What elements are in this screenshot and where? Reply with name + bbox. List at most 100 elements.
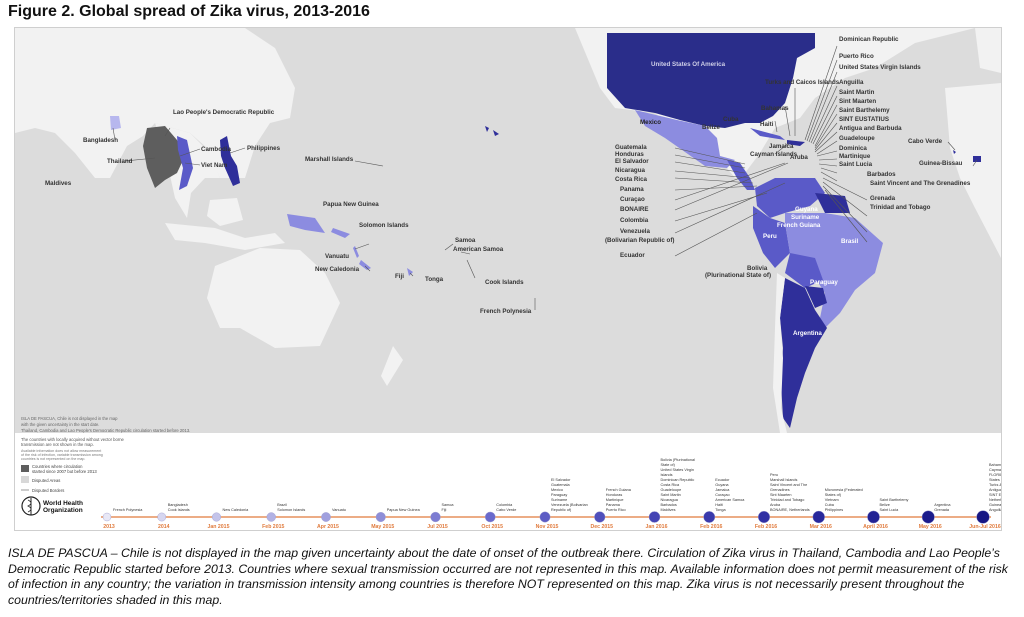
country-bolivia	[785, 253, 823, 288]
country-bangladesh	[110, 116, 121, 130]
label-nicaragua: Nicaragua	[615, 167, 645, 174]
label-curacao: Curaçao	[620, 196, 645, 203]
label-colombia: Colombia	[620, 217, 649, 224]
country-brasil	[785, 213, 883, 328]
label-philippines: Philippines	[247, 145, 281, 152]
label-belize: Belize	[702, 124, 720, 131]
country-guinea-bissau	[973, 156, 981, 162]
label-ecuador: Ecuador	[620, 252, 645, 259]
timeline-country-label: Martinique	[606, 498, 624, 502]
label-cabo-verde: Cabo Verde	[908, 138, 943, 145]
label-lao: Lao People's Democratic Republic	[173, 109, 275, 116]
label-saint-lucia: Saint Lucia	[839, 161, 873, 168]
country-lao-cambodia-thailand	[143, 126, 185, 188]
timeline-country-label: Bolivia (Plurinational	[661, 458, 696, 462]
timeline-country-label: Fiji	[442, 508, 447, 512]
timeline-marker	[703, 511, 716, 523]
who-name-2: Organization	[43, 507, 83, 514]
country-fiji	[407, 268, 413, 276]
timeline-marker	[157, 512, 167, 522]
timeline-country-label: Curaçao	[715, 493, 729, 497]
timeline-country-label: French Guiana	[606, 488, 632, 492]
timeline-country-label: Samoa	[442, 503, 455, 507]
timeline-country-label: Belize	[880, 503, 890, 507]
timeline-country-label: Anguilla	[989, 508, 1001, 512]
label-png: Papua New Guinea	[323, 201, 379, 208]
timeline-country-label: FLORIDA, United	[989, 473, 1001, 477]
country-ecuador-peru	[753, 206, 790, 268]
label-bahamas: Bahamas	[761, 105, 789, 112]
map-note-line-1: ISLA DE PASCUA, Chile is not displayed i…	[21, 416, 118, 421]
label-martinique: Martinique	[839, 153, 871, 160]
label-el-salvador: El Salvador	[615, 158, 649, 165]
timeline-country-label: Bahamas	[989, 463, 1001, 467]
label-usa: United States Of America	[651, 61, 726, 68]
country-mexico	[635, 110, 735, 168]
timeline-period-label: Oct 2015	[481, 524, 503, 530]
legend-swatch-circulation	[21, 465, 29, 472]
timeline-country-label: Guyana	[715, 483, 729, 487]
timeline-country-label: Saint Martin	[661, 493, 681, 497]
timeline-country-label: Guatemala	[551, 483, 570, 487]
timeline-period-label: Mar 2016	[810, 524, 832, 530]
country-argentina	[780, 278, 827, 428]
timeline-country-label: Netherlands	[989, 498, 1001, 502]
timeline-country-label: Sint Maarten	[770, 493, 792, 497]
timeline-period-label: Jan 2016	[646, 524, 668, 530]
timeline-country-label: Marshall Islands	[770, 478, 798, 482]
timeline-country-label: American Samoa	[715, 498, 745, 502]
label-peru: Peru	[763, 233, 777, 240]
country-colombia-venezuela	[755, 178, 825, 218]
label-samoa: Samoa	[455, 237, 476, 244]
timeline-country-label: BONAIRE, Netherlands	[770, 508, 810, 512]
timeline-period-label: Dec 2015	[591, 524, 614, 530]
timeline-country-label: Colombia	[496, 503, 513, 507]
timeline-period-label: Nov 2015	[536, 524, 559, 530]
label-dominica: Dominica	[839, 145, 867, 152]
label-dominican: Dominican Republic	[839, 36, 899, 43]
legend-subnote-2: of the risk of infection, variable trans…	[21, 453, 103, 457]
map-panel: United States Of America Mexico Belize C…	[14, 27, 1002, 531]
timeline-period-label: May 2015	[371, 524, 394, 530]
timeline-period-label: Feb 2016	[755, 524, 777, 530]
timeline-country-label: Solomon Islands	[277, 508, 305, 512]
legend-disputed-borders: Disputed Borders	[32, 488, 64, 493]
label-saint-martin: Saint Martin	[839, 89, 875, 96]
label-trinidad: Trinidad and Tobago	[870, 204, 931, 211]
legend-subnote-1: Available information does not allow mea…	[21, 449, 101, 453]
label-american-samoa: American Samoa	[453, 246, 504, 253]
label-saint-vincent: Saint Vincent and The Grenadines	[870, 180, 971, 187]
label-saint-barth: Saint Barthelemy	[839, 107, 890, 114]
timeline-country-label: Cook Islands	[168, 508, 190, 512]
country-solomon	[331, 228, 350, 238]
legend-heading-1: The countries with locally acquired with…	[21, 437, 125, 442]
timeline-country-label: Ecuador	[715, 478, 730, 482]
timeline-marker	[812, 510, 825, 524]
country-caribbean	[787, 140, 805, 146]
timeline-country-label: El Salvador	[551, 478, 571, 482]
timeline-country-label: Aruba	[770, 503, 781, 507]
timeline-marker	[867, 510, 880, 524]
label-solomon: Solomon Islands	[359, 222, 409, 229]
legend: The countries with locally acquired with…	[21, 437, 125, 516]
leader-lines	[112, 45, 978, 310]
label-french-polynesia: French Polynesia	[480, 308, 532, 315]
label-bonaire: BONAIRE	[620, 206, 649, 213]
label-panama: Panama	[620, 186, 644, 193]
label-cook: Cook Islands	[485, 279, 524, 286]
label-new-caledonia: New Caledonia	[315, 266, 360, 273]
map-note: ISLA DE PASCUA, Chile is not displayed i…	[21, 416, 190, 433]
timeline-country-label: Bangladesh	[168, 503, 188, 507]
timeline-country-label: Costa Rica	[661, 483, 680, 487]
label-anguilla: Anguilla	[839, 79, 864, 86]
timeline-period-label: Feb 2015	[262, 524, 284, 530]
label-costa-rica: Costa Rica	[615, 176, 648, 183]
timeline-country-label: Micronesia (Federated	[825, 488, 863, 492]
timeline-country-label: French Polynesia	[113, 508, 143, 512]
landmass-japan	[255, 83, 277, 123]
timeline-country-label: Guinea Bissau	[989, 503, 1001, 507]
legend-heading-2: transmission are not shown in the map.	[21, 442, 94, 447]
label-sint-maarten: Sint Maarten	[839, 98, 876, 105]
label-antigua: Antigua and Barbuda	[839, 125, 902, 132]
